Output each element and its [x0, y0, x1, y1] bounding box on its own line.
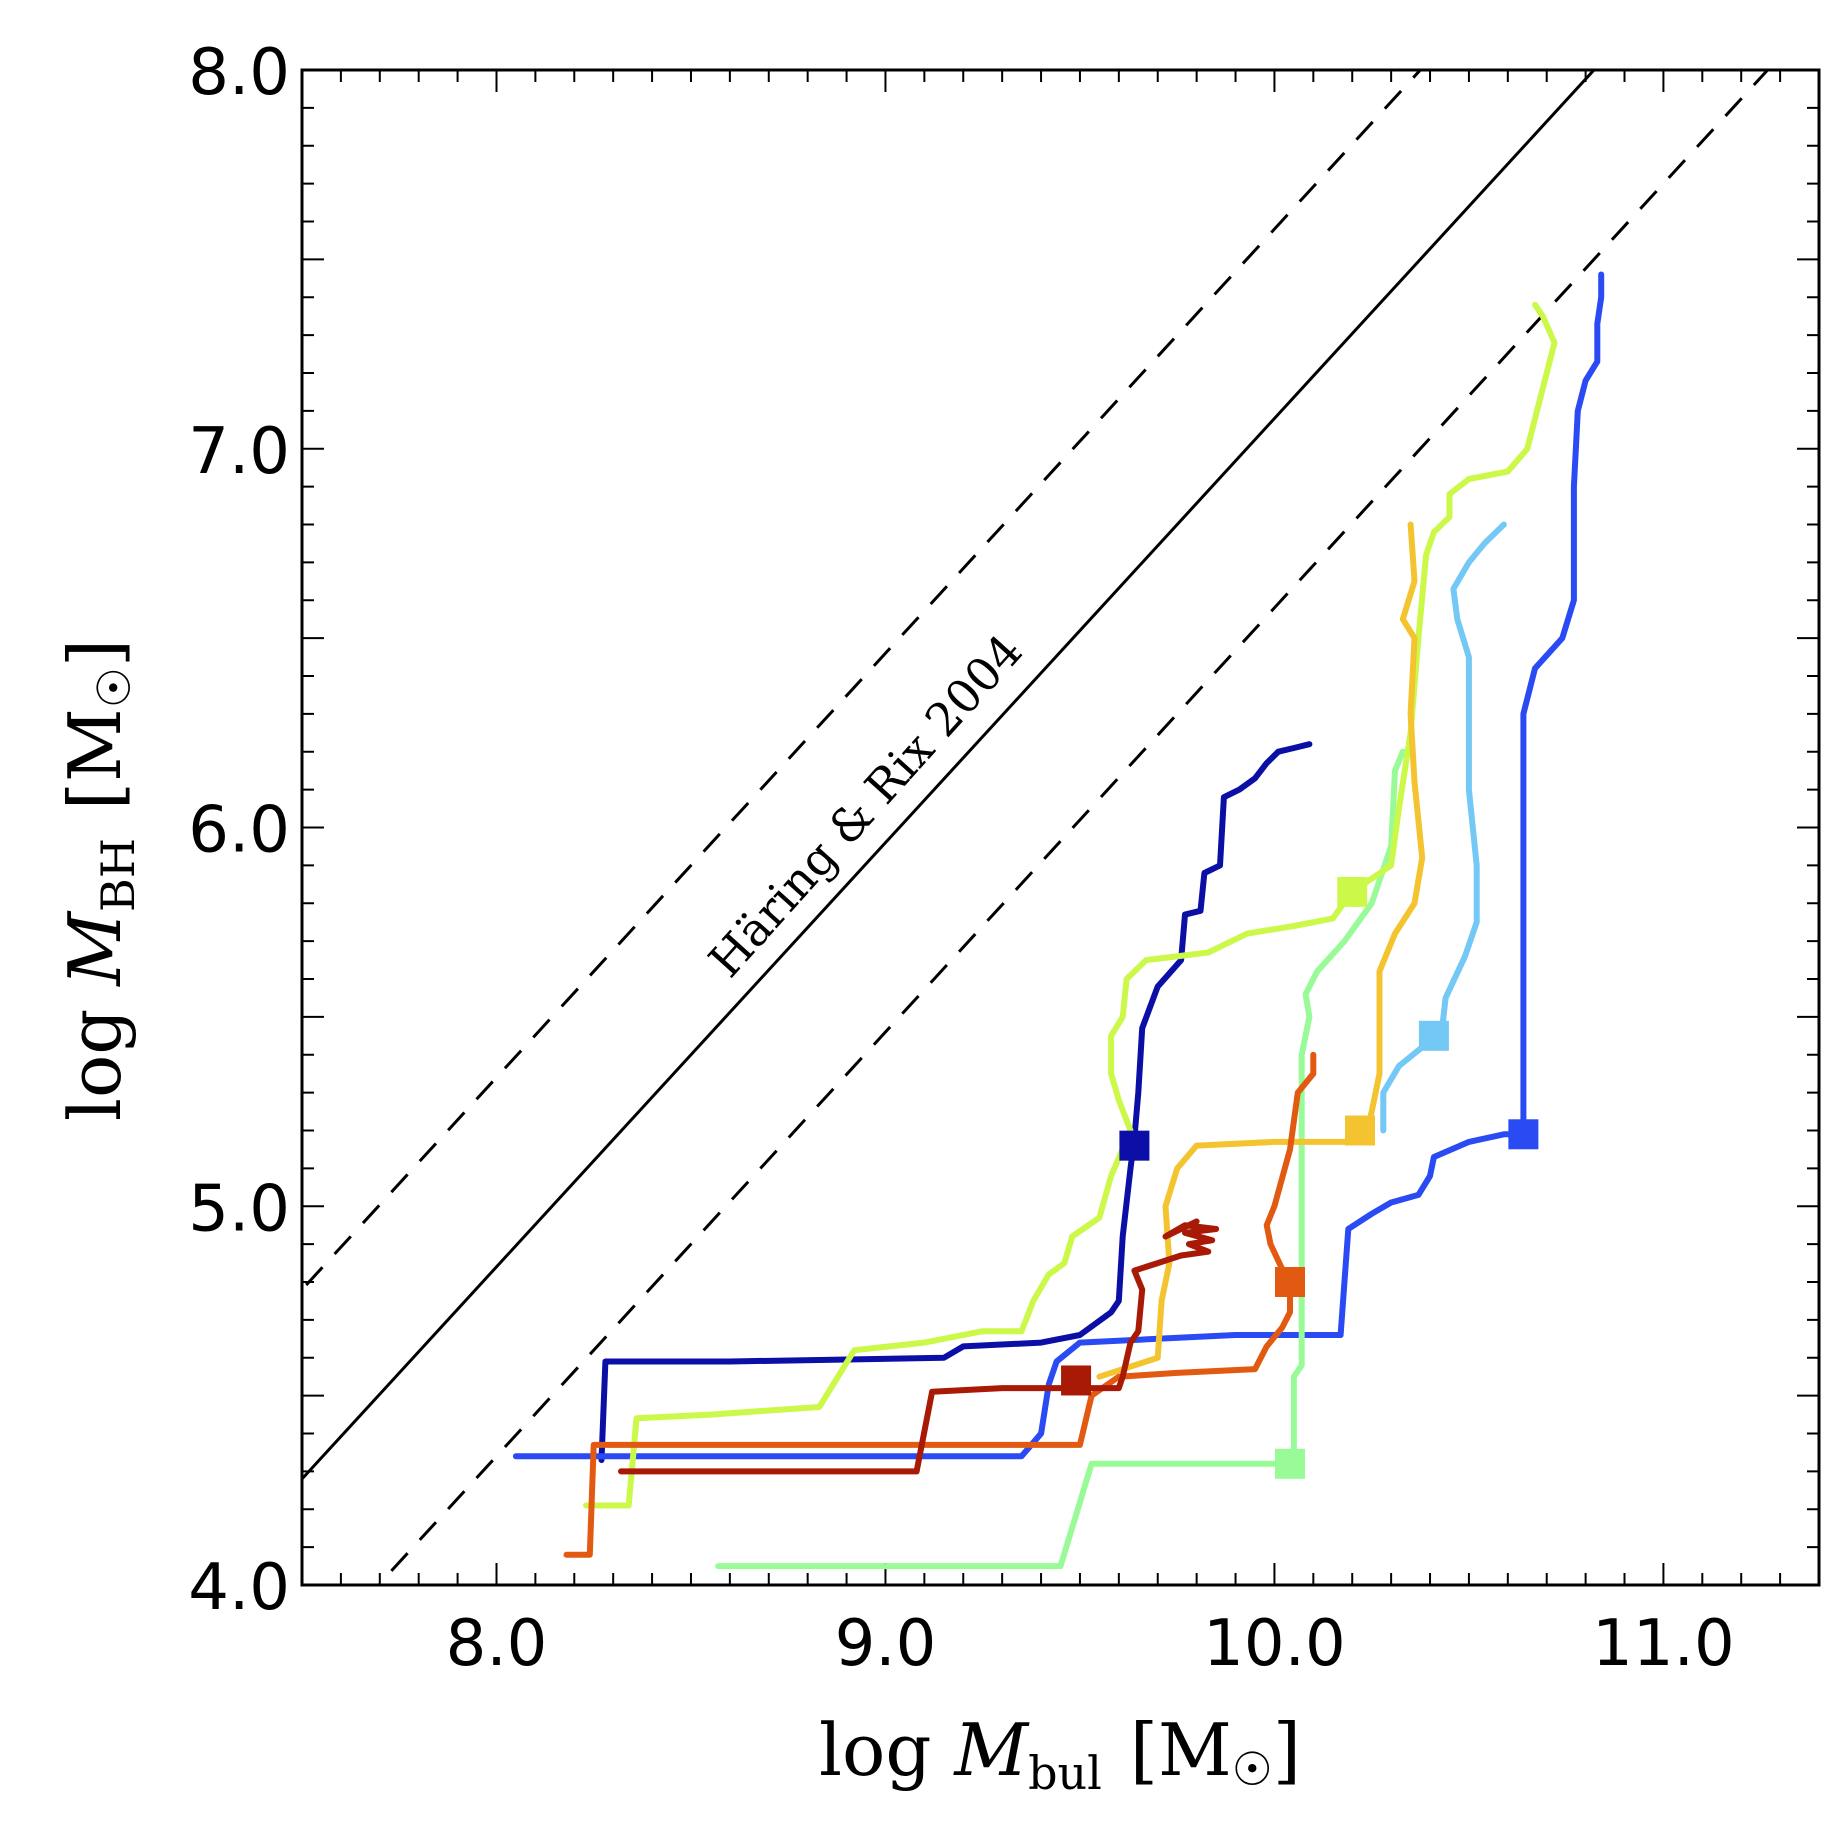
- y-tick-label: 4.0: [188, 1551, 290, 1625]
- series-marker-4: [1274, 1448, 1305, 1479]
- y-axis-label-close: ]: [53, 639, 137, 667]
- tick-labels: 8.0 9.0 10.0 11.0 4.0 5.0 6.0 7.0 8.0: [188, 36, 1734, 1681]
- y-axis-label-sun: ☉: [87, 667, 141, 708]
- y-tick-label: 6.0: [188, 794, 290, 868]
- series-marker-6: [1345, 1115, 1376, 1146]
- series-line-2: [512, 271, 1605, 1460]
- relation-line: [302, 70, 1596, 1482]
- relation-lower-bound: [376, 70, 1770, 1585]
- y-tick-label: 8.0: [188, 36, 290, 110]
- series-line-7: [563, 1051, 1317, 1558]
- y-axis-label-prefix: log: [53, 986, 137, 1121]
- x-axis-label-prefix: log: [819, 1708, 954, 1792]
- series-line-1: [598, 741, 1313, 1463]
- series-marker-8: [1061, 1365, 1092, 1396]
- x-tick-label: 8.0: [446, 1607, 548, 1681]
- series-layer: [512, 271, 1605, 1570]
- x-tick-label: 10.0: [1203, 1607, 1346, 1681]
- x-axis-label-close: ]: [1273, 1708, 1301, 1792]
- series-marker-2: [1508, 1119, 1539, 1150]
- y-axis-label-sub: BH: [91, 838, 145, 912]
- series-marker-1: [1119, 1130, 1150, 1161]
- x-axis-label-sun: ☉: [1232, 1742, 1273, 1796]
- x-tick-label: 11.0: [1592, 1607, 1735, 1681]
- y-axis-label: log MBH [M☉]: [53, 639, 145, 1121]
- x-axis-label-var: M: [952, 1708, 1030, 1792]
- series-line-6: [1096, 521, 1426, 1380]
- series-marker-7: [1274, 1267, 1305, 1297]
- x-tick-label: 9.0: [835, 1607, 937, 1681]
- series-line-8: [618, 1218, 1220, 1475]
- series-marker-3: [1418, 1020, 1449, 1051]
- y-axis-label-unit: [M: [53, 708, 137, 810]
- tick-marks: [301, 69, 1820, 1586]
- plot-frame: [300, 68, 1821, 1587]
- y-tick-label: 7.0: [188, 415, 290, 489]
- x-axis-label: log Mbul [M☉]: [819, 1708, 1301, 1800]
- relation-upper-bound: [302, 70, 1423, 1292]
- relation-lines: [302, 70, 1770, 1585]
- relation-annotation: Häring & Rix 2004: [698, 624, 1033, 987]
- series-marker-5: [1337, 876, 1368, 907]
- y-tick-label: 5.0: [188, 1172, 290, 1246]
- marker-layer: [1061, 876, 1539, 1479]
- x-axis-label-sub: bul: [1028, 1746, 1102, 1800]
- y-axis-label-var: M: [53, 910, 137, 988]
- series-line-5: [583, 301, 1558, 1509]
- x-axis-label-unit: [M: [1130, 1708, 1232, 1792]
- series-line-3: [1380, 521, 1507, 1134]
